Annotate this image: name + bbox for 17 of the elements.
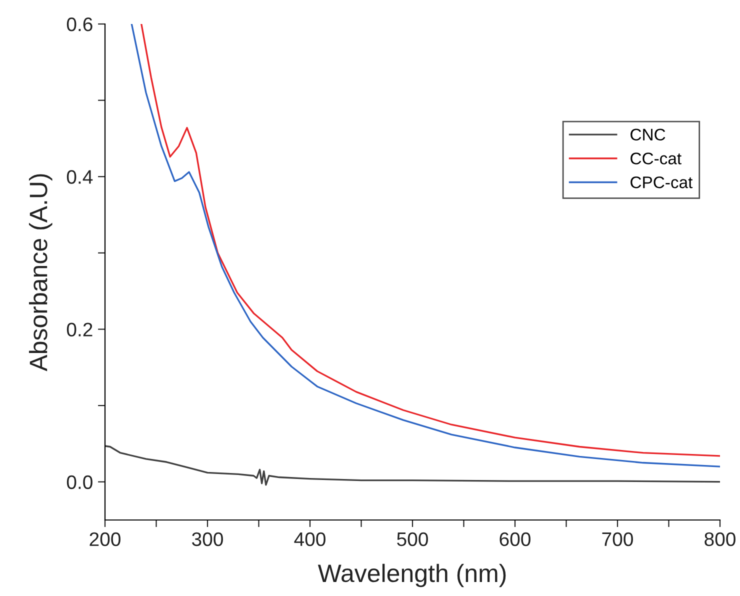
x-tick-label: 700 <box>602 532 633 546</box>
x-tick-label: 600 <box>500 532 530 546</box>
x-tick-label: 300 <box>192 532 223 546</box>
x-axis-title: Wavelength (nm) <box>318 564 506 588</box>
legend-label: CPC-cat <box>630 176 693 188</box>
y-tick-label: 0.6 <box>66 17 92 32</box>
legend-label: CC-cat <box>630 152 682 164</box>
x-tick-label: 500 <box>397 532 428 546</box>
line-series <box>105 445 720 486</box>
y-axis-title: Absorbance (A.U) <box>28 174 52 372</box>
x-tick-label: 800 <box>704 532 736 546</box>
y-tick-label: 0.0 <box>66 475 92 490</box>
legend-label: CNC <box>630 128 666 141</box>
x-tick-label: 400 <box>294 532 326 546</box>
y-tick-label: 0.4 <box>66 170 93 184</box>
y-tick-label: 0.2 <box>66 322 92 336</box>
x-tick-label: 200 <box>90 532 120 546</box>
